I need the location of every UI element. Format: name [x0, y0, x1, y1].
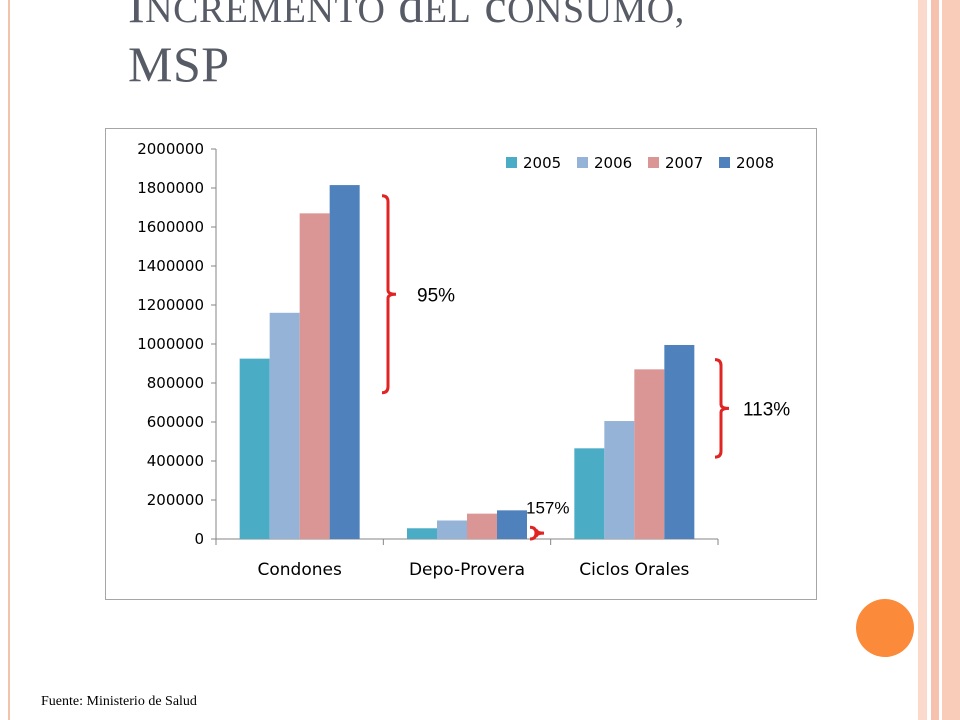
y-tick-label: 1200000	[137, 296, 204, 314]
legend-swatch-2007	[648, 157, 659, 168]
legend-swatch-2005	[506, 157, 517, 168]
bar-condones-2008	[329, 185, 360, 539]
title-line-1: Incremento del consumo,	[128, 0, 685, 33]
bar-ciclos-orales-2006	[604, 421, 635, 539]
orange-circle-decoration	[856, 599, 914, 657]
right-decor-gap-2	[939, 0, 942, 720]
x-category-label: Ciclos Orales	[579, 560, 689, 580]
bar-depo-provera-2007	[467, 513, 497, 539]
y-tick-label: 400000	[147, 452, 204, 470]
y-tick-label: 1800000	[137, 179, 204, 197]
annotation-label-2: 157%	[526, 498, 569, 517]
y-tick-label: 200000	[147, 491, 204, 509]
legend-label-2005: 2005	[523, 154, 561, 172]
right-decor-gap	[927, 0, 931, 720]
bar-ciclos-orales-2007	[634, 369, 665, 539]
annotation-label-3: 113%	[743, 399, 790, 420]
bar-depo-provera-2006	[437, 520, 467, 539]
x-category-label: Depo-Provera	[409, 560, 525, 580]
bar-condones-2006	[269, 312, 300, 539]
annotation-label-1: 95%	[417, 285, 455, 306]
source-note: Fuente: Ministerio de Salud	[41, 694, 197, 709]
bar-condones-2005	[239, 358, 270, 539]
bar-chart: 0 200000 400000 600000 800000 1000000 1200000 1…	[137, 140, 790, 580]
legend-swatch-2008	[719, 157, 730, 168]
bar-condones-2007	[299, 213, 330, 539]
bracket-annotation-1	[381, 194, 397, 395]
bar-depo-provera-2008	[497, 510, 527, 539]
y-tick-label: 1600000	[137, 218, 204, 236]
bracket-annotation-2	[529, 525, 545, 541]
y-tick-label: 1400000	[137, 257, 204, 275]
legend-label-2008: 2008	[736, 154, 774, 172]
y-tick-label: 600000	[147, 413, 204, 431]
right-decor-band	[918, 0, 927, 720]
right-decor-band-2	[931, 0, 939, 720]
left-decor-line	[8, 0, 10, 720]
y-tick-label: 1000000	[137, 335, 204, 353]
y-tick-label: 800000	[147, 374, 204, 392]
slide-title: Incremento del consumo, MSP	[128, 0, 685, 91]
legend-label-2006: 2006	[594, 154, 632, 172]
chart-frame: 0 200000 400000 600000 800000 1000000 1200000 1…	[105, 128, 817, 600]
legend-swatch-2006	[577, 157, 588, 168]
right-decor-band-3	[942, 0, 960, 720]
bar-ciclos-orales-2005	[574, 448, 605, 539]
y-tick-label: 0	[194, 530, 204, 548]
bar-ciclos-orales-2008	[664, 344, 695, 539]
x-category-label: Condones	[258, 560, 342, 580]
title-line-2: MSP	[128, 36, 230, 92]
legend-label-2007: 2007	[665, 154, 703, 172]
bar-depo-provera-2005	[407, 528, 437, 539]
y-tick-label: 2000000	[137, 140, 204, 158]
bracket-annotation-3	[714, 358, 730, 459]
